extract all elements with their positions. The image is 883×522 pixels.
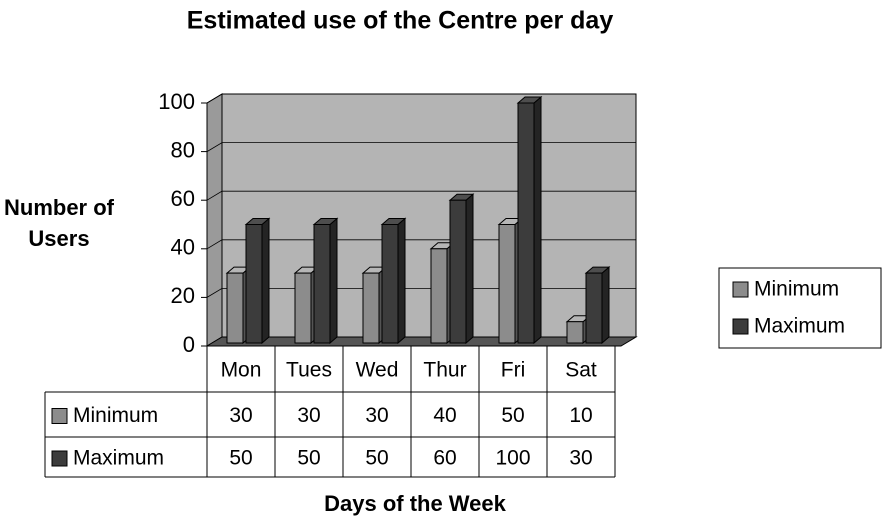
x-tick-label: Wed [356,359,399,382]
bar [517,102,535,344]
bar [381,224,399,344]
table-cell: 50 [501,404,524,427]
bar-side [397,217,406,345]
bar [362,272,380,344]
grid-line [206,287,636,298]
y-tick-label: 80 [171,137,195,162]
y-tick-label: 40 [171,235,195,260]
bar-side [261,217,270,345]
legend-box [718,267,882,349]
table-cell: 30 [569,447,592,470]
bar [585,272,603,344]
bar-side [533,95,542,345]
side-wall [206,93,223,347]
x-tick-label: Thur [423,359,466,382]
bar [313,224,331,344]
table-row-label: Minimum [73,404,158,427]
legend-swatch [732,318,749,335]
grid-line [206,142,636,152]
bar-side [329,217,338,345]
table-cell: 30 [365,404,388,427]
y-tick-label: 60 [171,186,195,211]
table-cell: 100 [495,447,530,470]
x-tick-label: Mon [221,359,262,382]
grid-line [206,239,636,250]
table-cell: 50 [229,447,252,470]
legend-label: Minimum [754,278,839,301]
legend-label: Maximum [754,315,845,338]
grid-line [206,93,636,104]
bar [245,224,263,344]
x-axis-label: Days of the Week [324,491,507,516]
table-cell: 40 [433,404,456,427]
table-cell: 10 [569,404,592,427]
bar [430,248,448,344]
x-tick-label: Fri [501,359,526,382]
table-cell: 30 [297,404,320,427]
x-tick-label: Sat [565,359,597,382]
y-tick-label: 0 [183,332,195,357]
table-cell: 60 [433,447,456,470]
y-axis-label: Number of Users [4,195,114,251]
bar [294,272,312,344]
legend-swatch [732,281,749,298]
table-swatch [51,408,68,424]
y-tick-label: 20 [171,283,195,308]
y-tick-label: 100 [158,89,195,114]
grid-line [206,190,636,201]
bar [226,272,244,344]
bar [498,224,516,344]
table-cell: 50 [297,447,320,470]
table-swatch [51,450,68,467]
table-row-label: Maximum [73,447,164,470]
bar [449,199,467,344]
bar-side [465,193,474,345]
bar-side [601,266,610,345]
chart-title: Estimated use of the Centre per day [187,7,614,35]
x-tick-label: Tues [286,359,332,382]
bar [566,321,584,344]
back-wall [221,93,637,338]
table-cell: 30 [229,404,252,427]
table-cell: 50 [365,447,388,470]
